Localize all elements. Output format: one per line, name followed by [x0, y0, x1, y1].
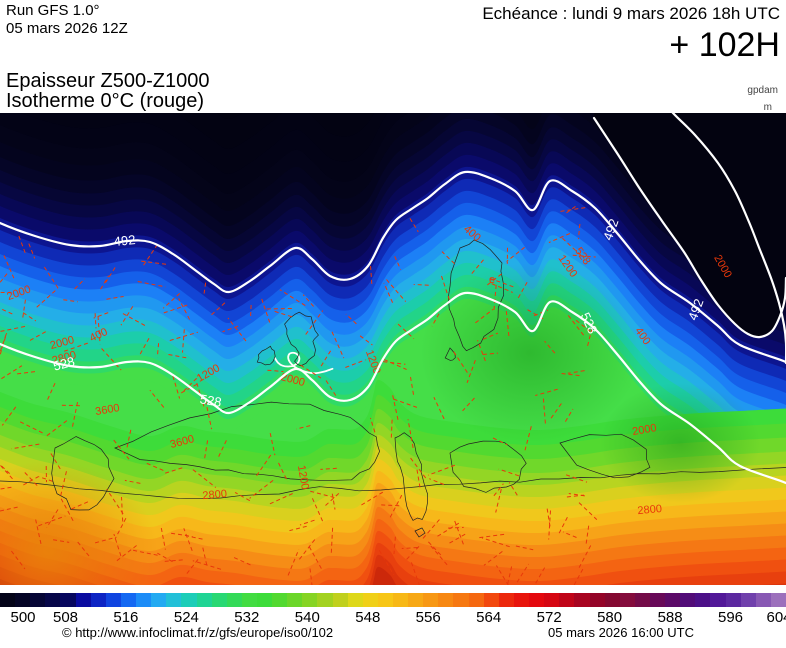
- svg-text:492: 492: [113, 232, 136, 249]
- svg-text:2800: 2800: [202, 488, 227, 502]
- svg-text:2800: 2800: [637, 503, 662, 517]
